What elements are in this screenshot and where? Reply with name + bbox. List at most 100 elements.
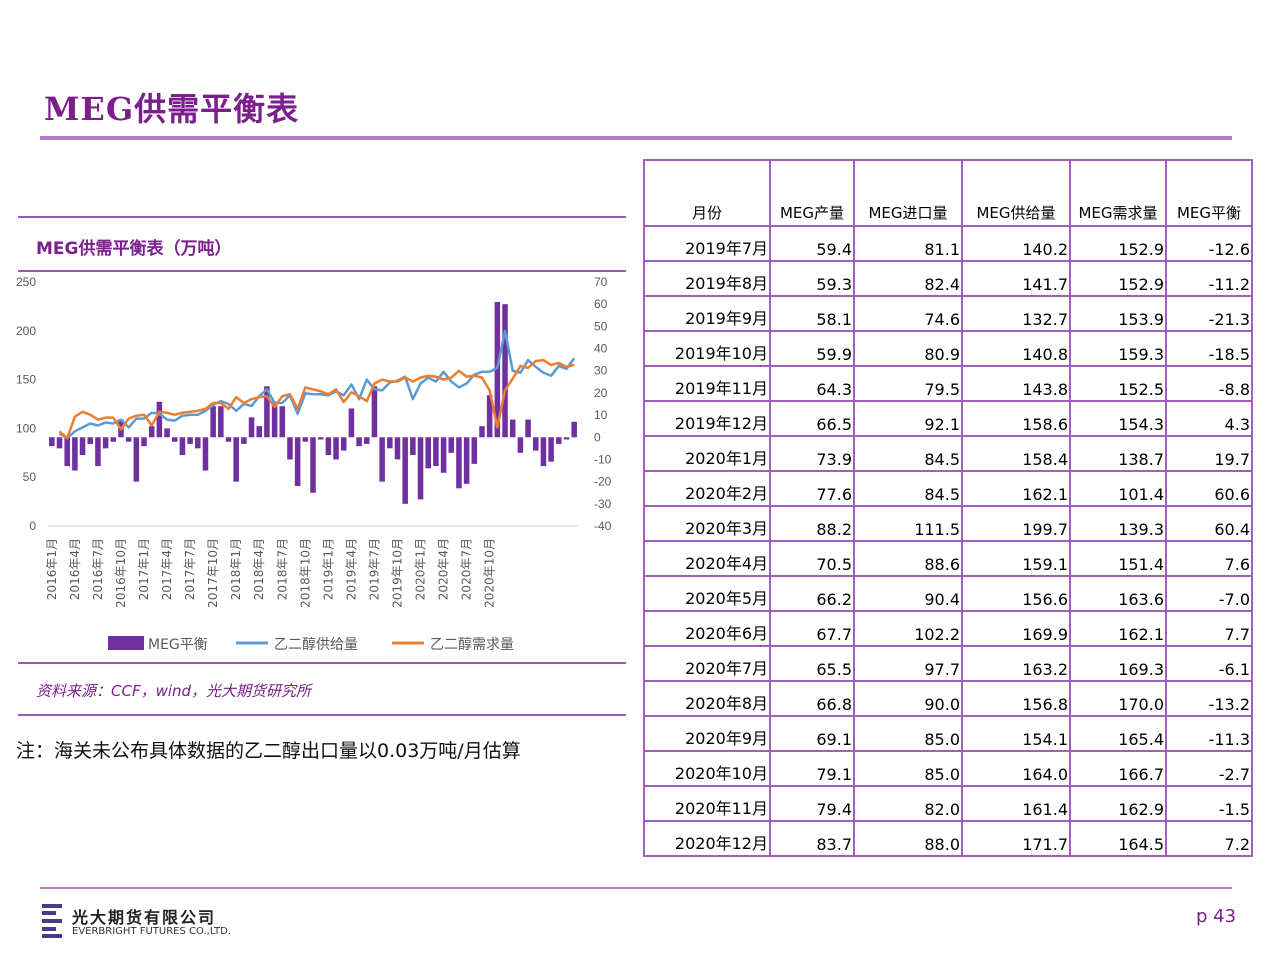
table-cell-value: 152.9 [1069,225,1167,262]
balance-bar [110,437,117,442]
table-cell-value: 85.0 [853,715,963,752]
table-cell-value: 66.8 [769,680,855,717]
balance-bar [417,437,424,500]
balance-bar [509,419,516,438]
balance-bar [225,437,232,442]
table-cell-value: 152.9 [1069,260,1167,297]
table-header-3: MEG供给量 [961,159,1071,227]
legend-label: 乙二醇供给量 [274,636,358,653]
balance-bar [171,437,178,442]
right-axis-tick-label: 60 [594,297,608,311]
table-cell-month: 2020年4月 [643,540,771,577]
table-cell-value: 88.2 [769,505,855,542]
table-cell-value: 59.4 [769,225,855,262]
table-row: 2020年8月 66.8 90.0 156.8 170.0 -13.2 [643,680,1253,717]
right-axis-tick-label: 20 [594,386,608,400]
x-axis-tick-label: 2016年7月 [91,538,105,600]
table-cell-value: 166.7 [1069,750,1167,787]
table-cell-value: 60.4 [1165,505,1253,542]
company-name-en: EVERBRIGHT FUTURES CO.,LTD. [72,926,232,937]
balance-bar [287,437,293,460]
balance-bar [433,437,439,467]
table-cell-value: -7.0 [1165,575,1253,612]
balance-bar [540,437,547,467]
table-cell-month: 2020年11月 [643,785,771,822]
balance-bar [317,437,324,440]
table-header-row: 月份 MEG产量 MEG进口量 MEG供给量 MEG需求量 MEG平衡 [643,159,1253,227]
balance-bar [348,408,355,438]
balance-bar [187,437,193,444]
table-cell-month: 2019年8月 [643,260,771,297]
table-cell-value: 139.3 [1069,505,1167,542]
table-cell-value: -11.3 [1165,715,1253,752]
table-cell-value: 163.6 [1069,575,1167,612]
right-axis-tick-label: -10 [594,452,612,466]
table-cell-value: -1.5 [1165,785,1253,822]
balance-bar [548,437,554,462]
chart-title: MEG供需平衡表（万吨） [36,239,232,259]
balance-bar [571,421,577,438]
right-axis-tick-label: 40 [594,342,608,356]
table-cell-value: 84.5 [853,470,963,507]
table-cell-value: 19.7 [1165,435,1253,472]
balance-bar [271,401,278,438]
x-axis-tick-label: 2019年10月 [390,538,404,608]
x-axis-tick-label: 2019年1月 [321,538,335,600]
table-header-4: MEG需求量 [1069,159,1167,227]
table-row: 2020年1月 73.9 84.5 158.4 138.7 19.7 [643,435,1253,472]
balance-bar [364,437,370,444]
balance-bar [179,437,186,456]
table-cell-month: 2019年12月 [643,400,771,437]
balance-bar [294,437,301,487]
table-cell-value: 90.4 [853,575,963,612]
table-cell-value: 154.3 [1069,400,1167,437]
x-axis-tick-label: 2016年10月 [114,538,128,608]
table-row: 2020年5月 66.2 90.4 156.6 163.6 -7.0 [643,575,1253,612]
right-axis-tick-label: 50 [594,319,608,333]
table-cell-month: 2020年3月 [643,505,771,542]
balance-bar [195,437,201,449]
balance-bar [394,437,401,460]
balance-bar [502,304,508,438]
balance-bar [379,437,385,482]
table-cell-value: 7.2 [1165,820,1253,857]
table-row: 2020年9月 69.1 85.0 154.1 165.4 -11.3 [643,715,1253,752]
x-axis-tick-label: 2017年1月 [137,538,151,600]
balance-bar [532,437,539,451]
balance-chart: 0 50 100 150 200 250 -40 -30 -20 -10 0 10 20 30 40 50 60… [16,275,612,653]
table-cell-value: 74.6 [853,295,963,332]
balance-bar [279,406,286,438]
x-axis-tick-label: 2020年1月 [414,538,428,600]
table-row: 2020年10月 79.1 85.0 164.0 166.7 -2.7 [643,750,1253,787]
table-cell-month: 2019年10月 [643,330,771,367]
table-row: 2019年9月 58.1 74.6 132.7 153.9 -21.3 [643,295,1253,332]
table-cell-value: -8.8 [1165,365,1253,402]
table-cell-value: 4.3 [1165,400,1253,437]
table-row: 2020年2月 77.6 84.5 162.1 101.4 60.6 [643,470,1253,507]
balance-bar [56,437,63,449]
table-cell-value: 111.5 [853,505,963,542]
table-cell-value: -21.3 [1165,295,1253,332]
table-cell-value: 7.7 [1165,610,1253,647]
table-cell-value: 101.4 [1069,470,1167,507]
table-cell-value: 59.3 [769,260,855,297]
table-cell-value: 59.9 [769,330,855,367]
table-cell-value: 140.2 [961,225,1071,262]
balance-bar [486,395,493,438]
chart-source: 资料来源：CCF，wind，光大期货研究所 [36,682,312,700]
table-cell-value: 143.8 [961,365,1071,402]
x-axis-tick-label: 2016年4月 [68,538,82,600]
x-axis-tick-label: 2018年1月 [229,538,243,600]
balance-bar [148,426,155,438]
table-row: 2020年3月 88.2 111.5 199.7 139.3 60.4 [643,505,1253,542]
table-cell-month: 2020年2月 [643,470,771,507]
table-cell-value: 97.7 [853,645,963,682]
balance-bar [248,417,255,438]
table-cell-value: 77.6 [769,470,855,507]
balance-bar [310,437,316,493]
table-row: 2020年6月 67.7 102.2 169.9 162.1 7.7 [643,610,1253,647]
balance-bar [264,386,270,438]
table-cell-value: 81.1 [853,225,963,262]
x-axis-tick-label: 2019年4月 [344,538,358,600]
balance-bar [302,437,309,442]
